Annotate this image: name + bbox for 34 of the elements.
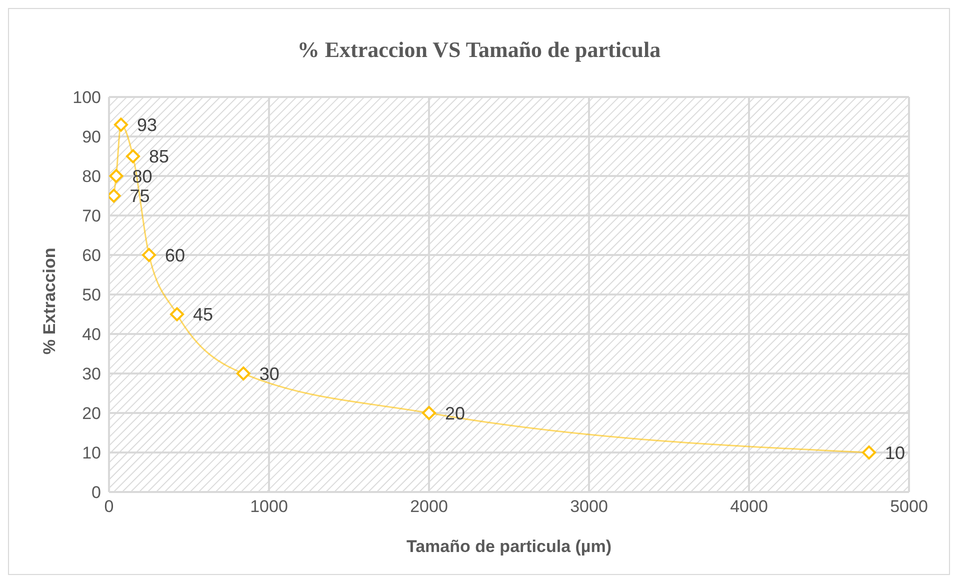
data-label: 10: [885, 442, 906, 463]
point: [114, 118, 128, 132]
x-tick-label: 3000: [570, 497, 608, 516]
point: [236, 366, 250, 380]
y-tick-label: 30: [82, 364, 101, 384]
data-label: 60: [165, 245, 186, 266]
y-tick-label: 70: [82, 206, 101, 226]
x-tick-label: 2000: [410, 497, 448, 516]
y-tick-label: 100: [72, 88, 101, 108]
x-tick-label: 4000: [730, 497, 768, 516]
y-tick-label: 90: [82, 128, 101, 147]
chart-title: % Extraccion VS Tamaño de particula: [296, 36, 662, 64]
data-label: 30: [259, 364, 280, 384]
data-label: 93: [137, 115, 158, 136]
point: [109, 169, 124, 183]
y-tick-label: 10: [82, 444, 101, 463]
point: [422, 406, 436, 420]
y-tick-label: 60: [82, 246, 101, 266]
point: [142, 248, 156, 262]
x-tick-label: 1000: [250, 497, 288, 516]
y-tick-label: 0: [92, 483, 101, 502]
point: [126, 149, 140, 164]
y-tick-label: 80: [82, 167, 101, 186]
x-tick-label: 5000: [890, 497, 928, 516]
y-tick-label: 50: [82, 286, 101, 305]
y-axis-title: % Extraccion: [40, 248, 60, 354]
y-tick-label: 40: [82, 325, 101, 344]
x-axis-title: Tamaño de particula (µm): [406, 537, 612, 556]
x-tick-label: 0: [104, 497, 114, 516]
data-label: 45: [193, 304, 214, 325]
y-tick-label: 20: [82, 404, 101, 424]
data-label: 85: [149, 146, 170, 167]
point: [862, 446, 876, 460]
point: [170, 307, 184, 322]
